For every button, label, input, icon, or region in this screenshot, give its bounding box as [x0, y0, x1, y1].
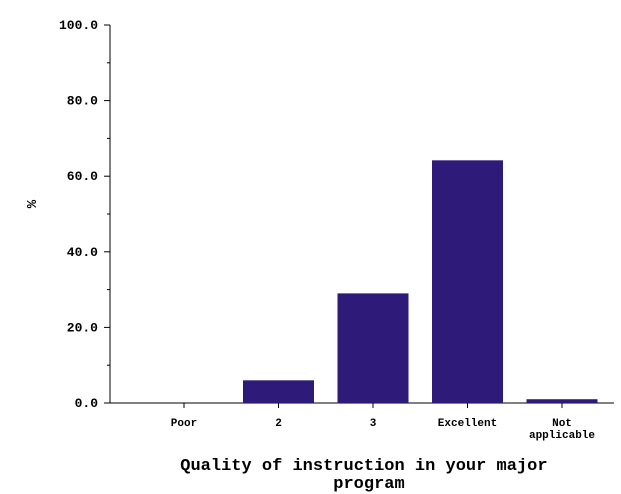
bar [432, 160, 503, 403]
x-axis-title: Quality of instruction in your major pro… [180, 457, 557, 494]
x-tick-label: Not [552, 418, 572, 430]
y-axis-title: % [25, 199, 41, 208]
x-axis-title-line: Quality of instruction in your major [180, 457, 547, 476]
bar [526, 399, 598, 403]
bars [243, 160, 598, 403]
x-tick-label: 3 [370, 418, 377, 430]
y-tick-label: 0.0 [75, 396, 99, 411]
y-tick-label: 100.0 [59, 18, 98, 33]
y-ticks: 0.0 20.0 40.0 60.0 80.0 100.0 [59, 18, 110, 411]
x-tick-label: 2 [275, 418, 282, 430]
x-axis-title-line: program [333, 475, 404, 494]
y-tick-label: 80.0 [67, 94, 98, 109]
y-tick-label: 60.0 [67, 169, 98, 184]
y-tick-label: 40.0 [67, 245, 98, 260]
x-tick-label: applicable [529, 430, 595, 442]
x-tick-label: Excellent [438, 418, 497, 430]
bar [243, 380, 314, 403]
x-tick-label: Poor [171, 418, 197, 430]
bar [337, 293, 409, 403]
y-axis: 0.0 20.0 40.0 60.0 80.0 100.0 [59, 18, 111, 411]
y-tick-label: 20.0 [67, 320, 98, 335]
